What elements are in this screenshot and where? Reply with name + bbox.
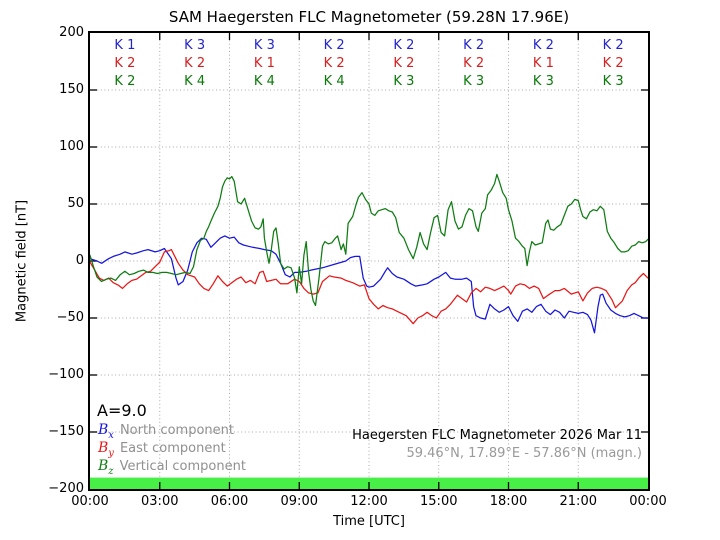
legend-item-bx: Bx North component — [98, 421, 246, 441]
x-tick-label: 00:00 — [71, 494, 109, 509]
k-index-value: K 2 — [114, 74, 136, 89]
activity-index-label: A=9.0 — [97, 401, 147, 420]
k-index-value: K 3 — [393, 74, 415, 89]
k-index-value: K 4 — [184, 74, 206, 89]
x-tick-label: 21:00 — [559, 494, 597, 509]
k-index-value: K 3 — [463, 74, 485, 89]
legend-item-bz: Bz Vertical component — [98, 457, 246, 477]
k-index-column-3: K 3 K 1 K 4 — [238, 37, 290, 91]
x-tick-label: 00:00 — [629, 494, 667, 509]
y-tick-label: −200 — [48, 481, 84, 496]
x-tick-label: 06:00 — [210, 494, 249, 509]
y-axis-label: Magnetic field [nT] — [14, 199, 30, 323]
k-index-value: K 2 — [323, 38, 345, 53]
k-index-value: K 2 — [602, 38, 624, 53]
y-tick-label: −50 — [56, 310, 84, 325]
legend-item-by: By East component — [98, 439, 246, 459]
station-info-line2: 59.46°N, 17.89°E - 57.86°N (magn.) — [406, 446, 642, 461]
k-index-value: K 2 — [114, 56, 136, 71]
k-index-value: K 1 — [114, 38, 136, 53]
k-index-value: K 2 — [463, 38, 485, 53]
k-index-value: K 3 — [532, 74, 554, 89]
trace-bx — [90, 235, 648, 334]
legend-item-label: Vertical component — [119, 459, 246, 474]
y-tick-label: 150 — [59, 82, 84, 97]
k-index-value: K 2 — [323, 56, 345, 71]
k-index-value: K 2 — [393, 38, 415, 53]
k-index-column-2: K 3 K 2 K 4 — [169, 37, 221, 91]
trace-by — [90, 248, 648, 325]
y-tick-label: 100 — [59, 139, 84, 154]
trace-bz — [90, 173, 648, 307]
y-tick-label: 50 — [67, 196, 84, 211]
k-index-value: K 2 — [532, 38, 554, 53]
k-index-value: K 3 — [253, 38, 275, 53]
x-tick-label: 09:00 — [280, 494, 318, 509]
x-tick-label: 12:00 — [350, 494, 388, 509]
k-index-value: K 4 — [253, 74, 275, 89]
k-index-column-8: K 2 K 2 K 3 — [587, 37, 639, 91]
k-index-value: K 1 — [253, 56, 275, 71]
k-index-value: K 2 — [393, 56, 415, 71]
by-symbol: By — [98, 440, 114, 459]
y-tick-label: −150 — [48, 424, 84, 439]
x-tick-label: 15:00 — [420, 494, 458, 509]
k-index-value: K 2 — [184, 56, 206, 71]
k-index-column-7: K 2 K 1 K 3 — [517, 37, 569, 91]
trace-legend: Bx North component By East component Bz Ver… — [98, 421, 246, 477]
k-index-value: K 3 — [602, 74, 624, 89]
k-index-column-4: K 2 K 2 K 4 — [308, 37, 360, 91]
bx-symbol: Bx — [98, 422, 114, 441]
bz-symbol: Bz — [98, 458, 114, 477]
k-index-column-6: K 2 K 2 K 3 — [448, 37, 500, 91]
legend-item-label: East component — [119, 441, 226, 456]
legend-item-label: North component — [119, 423, 234, 438]
x-tick-label: 03:00 — [141, 494, 179, 509]
k-index-value: K 3 — [184, 38, 206, 53]
k-index-value: K 1 — [532, 56, 554, 71]
k-index-value: K 2 — [602, 56, 624, 71]
y-tick-label: 200 — [59, 25, 84, 40]
y-tick-label: −100 — [48, 367, 84, 382]
k-index-value: K 2 — [463, 56, 485, 71]
k-index-column-5: K 2 K 2 K 3 — [378, 37, 430, 91]
chart-title: SAM Haegersten FLC Magnetometer (59.28N … — [168, 8, 570, 26]
x-tick-label: 18:00 — [489, 494, 528, 509]
k-index-value: K 4 — [323, 74, 345, 89]
x-axis-label: Time [UTC] — [333, 514, 405, 529]
k-index-column-1: K 1 K 2 K 2 — [99, 37, 151, 91]
plot-canvas — [90, 33, 648, 489]
station-info: Haegersten FLC Magnetometer 2026 Mar 11 … — [352, 427, 642, 463]
station-info-line1: Haegersten FLC Magnetometer 2026 Mar 11 — [352, 428, 642, 443]
y-tick-label: 0 — [75, 253, 84, 268]
